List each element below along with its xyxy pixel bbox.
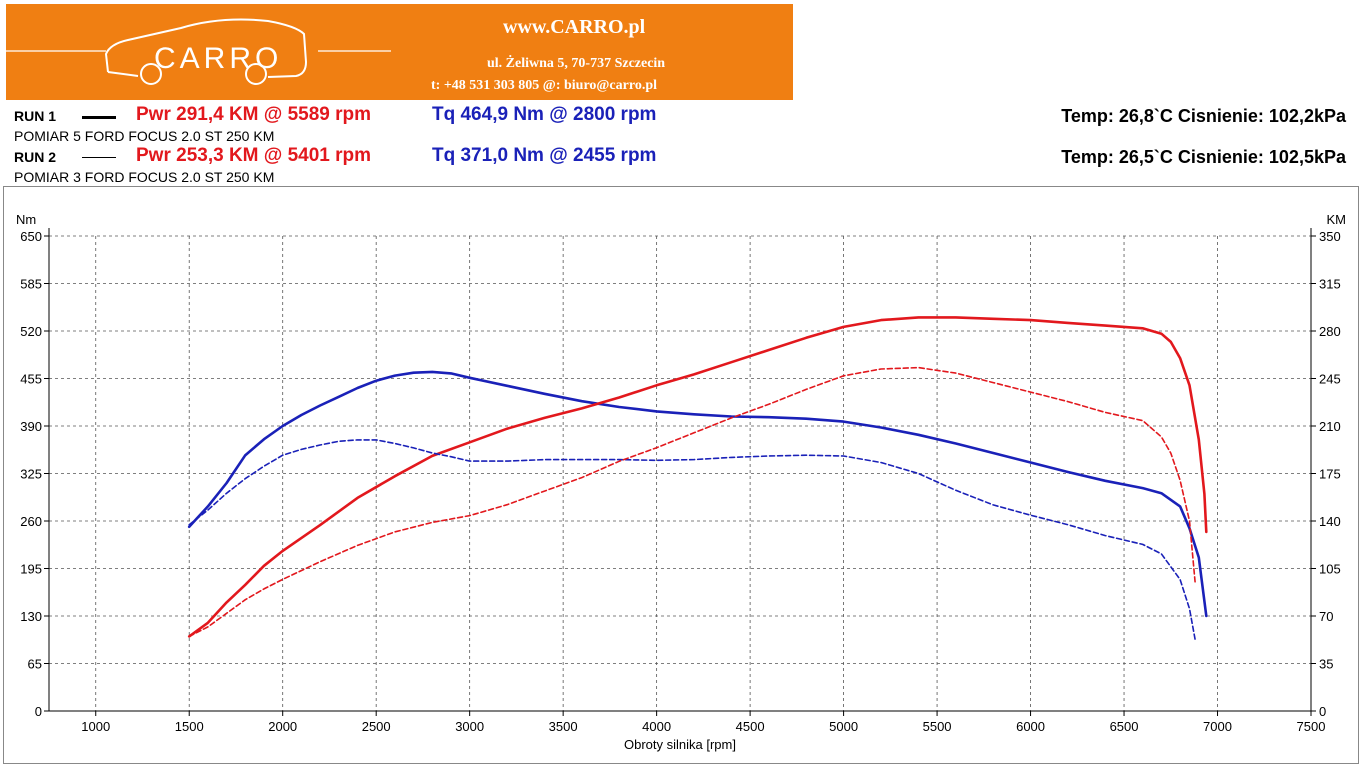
series-line-2 — [187, 316, 1208, 638]
y-tick-label-left: 650 — [20, 229, 42, 244]
y-tick-label-right: 280 — [1319, 324, 1341, 339]
x-tick-label: 2000 — [268, 719, 297, 734]
y-tick-label-left: 325 — [20, 467, 42, 482]
y-tick-label-left: 520 — [20, 324, 42, 339]
site-url[interactable]: www.CARRO.pl — [503, 16, 646, 38]
x-tick-label: 1500 — [175, 719, 204, 734]
y-tick-label-left: 455 — [20, 372, 42, 387]
run-line-legend — [82, 157, 116, 158]
run-label: RUN 2 — [14, 149, 57, 165]
header-banner: CARRO www.CARRO.pl ul. Żeliwna 5, 70-737… — [6, 4, 793, 100]
y-tick-label-right: 210 — [1319, 419, 1341, 434]
y-tick-label-left: 65 — [28, 657, 42, 672]
x-tick-label: 4000 — [642, 719, 671, 734]
y-tick-label-right: 315 — [1319, 277, 1341, 292]
y-tick-label-right: 70 — [1319, 609, 1333, 624]
y-tick-label-left: 0 — [35, 704, 42, 719]
series-line-1 — [187, 370, 1208, 618]
x-tick-label: 3000 — [455, 719, 484, 734]
y-tick-label-right: 105 — [1319, 562, 1341, 577]
run-torque: Tq 464,9 Nm @ 2800 rpm — [432, 104, 657, 125]
x-tick-label: 7500 — [1297, 719, 1326, 734]
y-tick-label-right: 140 — [1319, 514, 1341, 529]
y-tick-label-right: 35 — [1319, 657, 1333, 672]
y-tick-label-right: 350 — [1319, 229, 1341, 244]
y-tick-label-left: 390 — [20, 419, 42, 434]
y-axis-label-right: KM — [1327, 212, 1347, 227]
x-tick-label: 6500 — [1110, 719, 1139, 734]
y-tick-label-left: 195 — [20, 562, 42, 577]
x-axis-label: Obroty silnika [rpm] — [624, 737, 736, 752]
run-description: POMIAR 3 FORD FOCUS 2.0 ST 250 KM — [14, 169, 275, 185]
run-power: Pwr 291,4 KM @ 5589 rpm — [136, 104, 372, 125]
run-2-summary: RUN 2 Pwr 253,3 KM @ 5401 rpm Tq 371,0 N… — [0, 145, 1360, 185]
run-power: Pwr 253,3 KM @ 5401 rpm — [136, 145, 372, 166]
x-tick-label: 1000 — [81, 719, 110, 734]
y-tick-label-left: 585 — [20, 277, 42, 292]
y-tick-label-left: 260 — [20, 514, 42, 529]
x-tick-label: 7000 — [1203, 719, 1232, 734]
x-tick-label: 2500 — [362, 719, 391, 734]
y-tick-label-right: 175 — [1319, 467, 1341, 482]
x-tick-label: 3500 — [549, 719, 578, 734]
run-1-summary: RUN 1 Pwr 291,4 KM @ 5589 rpm Tq 464,9 N… — [0, 104, 1360, 144]
x-tick-label: 5000 — [829, 719, 858, 734]
car-logo-graphic — [6, 18, 391, 85]
run-conditions: Temp: 26,8`C Cisnienie: 102,2kPa — [1061, 106, 1346, 126]
address: ul. Żeliwna 5, 70-737 Szczecin — [487, 56, 666, 71]
y-axis-label-left: Nm — [16, 212, 36, 227]
y-tick-label-right: 245 — [1319, 372, 1341, 387]
x-tick-label: 5500 — [923, 719, 952, 734]
y-tick-label-left: 130 — [20, 609, 42, 624]
logo-text: CARRO — [154, 42, 283, 75]
dyno-chart: 0 65 130 195 260 325 390 455 520 585 650 0 35 70 105 14… — [3, 186, 1359, 764]
x-tick-label: 6000 — [1016, 719, 1045, 734]
contact-info: t: +48 531 303 805 @: biuro@carro.pl — [431, 78, 657, 93]
chart-canvas: 0651301952603253904555205856500357010514… — [16, 212, 1347, 752]
y-tick-label-right: 0 — [1319, 704, 1326, 719]
run-torque: Tq 371,0 Nm @ 2455 rpm — [432, 145, 657, 166]
run-conditions: Temp: 26,5`C Cisnienie: 102,5kPa — [1061, 147, 1346, 167]
run-description: POMIAR 5 FORD FOCUS 2.0 ST 250 KM — [14, 128, 275, 144]
series-line-3 — [188, 439, 1196, 641]
run-label: RUN 1 — [14, 108, 57, 124]
x-tick-label: 4500 — [736, 719, 765, 734]
series-line-4 — [188, 366, 1196, 638]
run-line-legend — [82, 116, 116, 119]
